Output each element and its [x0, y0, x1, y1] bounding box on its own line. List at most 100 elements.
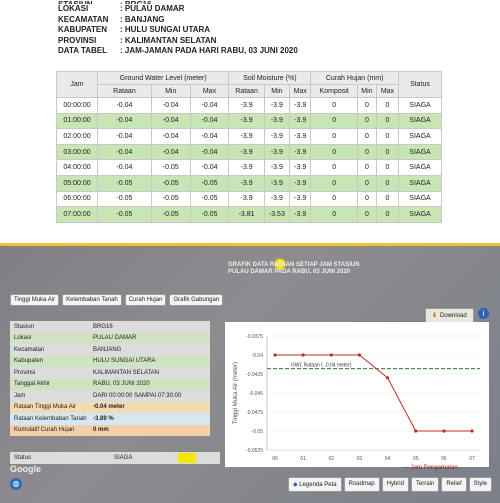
- data-point: [385, 376, 390, 380]
- table-cell: -3.9: [263, 159, 291, 176]
- table-cell: -0.05: [150, 174, 191, 192]
- info-icon[interactable]: i: [478, 308, 489, 319]
- table-cell: 0: [375, 206, 400, 223]
- sub-header: Min: [263, 84, 291, 98]
- detail-value: 0 mm: [93, 427, 109, 434]
- globe-icon[interactable]: ◍: [10, 478, 22, 490]
- table-cell: -3.9: [228, 97, 265, 114]
- plot-area: [225, 322, 489, 467]
- y-tick-label: -0.0475: [246, 410, 263, 416]
- table-cell: -0.04: [150, 97, 191, 114]
- map-legend-icon: ◆: [292, 482, 300, 488]
- detail-key: Stasiun: [14, 323, 35, 330]
- table-cell: SIAGA: [398, 206, 442, 223]
- download-icon: ⬇: [432, 313, 438, 319]
- info-value: : KALIMANTAN SELATAN: [120, 35, 217, 45]
- table-cell: -3.9: [289, 128, 312, 145]
- table-cell: 0: [356, 112, 377, 130]
- grafik-gabungan-button[interactable]: Grafik Gabungan: [169, 294, 224, 306]
- sub-header: Max: [375, 84, 400, 98]
- table-cell: 0: [375, 159, 400, 176]
- data-point: [470, 429, 474, 433]
- x-tick-label: 02: [329, 456, 335, 462]
- table-cell: 0: [375, 143, 400, 161]
- x-tick-label: 06: [441, 456, 447, 462]
- download-button[interactable]: ⬇ Download: [425, 308, 474, 323]
- detail-value: BANJANG: [93, 346, 122, 353]
- terrain-button[interactable]: Terrain: [410, 477, 440, 492]
- sub-header: Rataan: [97, 84, 152, 98]
- table-cell: -0.04: [97, 97, 152, 114]
- sub-header: Max: [289, 84, 312, 98]
- status-row: Status SIAGA: [10, 452, 220, 464]
- series-line: [275, 354, 472, 432]
- col-jam: Jam: [56, 71, 98, 98]
- detail-value: HULU SUNGAI UTARA: [93, 358, 156, 365]
- table-cell: -3.9: [263, 174, 291, 192]
- detail-value: BRG16: [93, 323, 113, 330]
- sub-header: Rataan: [228, 84, 265, 98]
- legenda-peta-button[interactable]: ◆ Legenda Peta: [287, 477, 342, 492]
- x-tick-label: 00: [272, 456, 278, 462]
- table-cell: -0.04: [97, 159, 152, 176]
- y-tick-label: -0.0425: [246, 372, 263, 378]
- table-cell: 0: [375, 112, 400, 130]
- roadmap-button[interactable]: Roadmap: [343, 477, 380, 492]
- info-row: DATA TABEL : JAM-JAMAN PADA HARI RABU, 0…: [58, 46, 298, 57]
- tinggi-muka-air-button[interactable]: Tinggi Muka Air: [10, 294, 60, 306]
- curah-hujan-button[interactable]: Curah Hujan: [124, 294, 167, 306]
- table-cell: -0.04: [189, 143, 230, 161]
- table-cell: 0: [356, 143, 377, 161]
- style-button[interactable]: Style: [468, 477, 492, 492]
- table-cell: SIAGA: [398, 190, 442, 208]
- x-tick-label: 07: [469, 456, 475, 462]
- legend-label: — Jam Pengamatan: [403, 465, 458, 471]
- table-cell: -3.9: [263, 112, 291, 130]
- detail-key: Kabupaten: [14, 358, 44, 365]
- info-value: : JAM-JAMAN PADA HARI RABU, 03 JUNI 2020: [120, 46, 298, 55]
- table-cell: -3.9: [289, 174, 312, 192]
- col-status: Status: [398, 71, 442, 98]
- info-value: : PULAU DAMAR: [120, 4, 185, 13]
- detail-value: -0.04 meter: [93, 404, 125, 411]
- kelembaban-tanah-button[interactable]: Kelembaban Tanah: [62, 294, 122, 306]
- info-key: KABUPATEN: [58, 25, 108, 34]
- detail-key: Tanggal Akhir: [14, 381, 51, 388]
- chart-type-buttons: Tinggi Muka Air Kelembaban Tanah Curah H…: [10, 294, 224, 306]
- table-cell: -0.05: [150, 159, 191, 176]
- sub-header: Min: [150, 84, 191, 98]
- info-row: LOKASI : PULAU DAMAR: [58, 4, 298, 15]
- detail-row: Stasiun BRG16: [10, 321, 210, 333]
- table-row: 05:00:00 -0.05 -0.05 -0.05 -3.9 -3.9 -3.9 0 0 0 SI…: [56, 174, 442, 192]
- detail-row: Rataan Tinggi Muka Air -0.04 meter: [10, 401, 210, 413]
- table-row: 07:00:00 -0.05 -0.05 -0.05 -3.81 -3.53 -3.9 0 0 0…: [56, 206, 442, 223]
- station-marker-icon[interactable]: [274, 258, 286, 270]
- relief-button[interactable]: Relief: [441, 477, 467, 492]
- info-row: KABUPATEN : HULU SUNGAI UTARA: [58, 25, 298, 36]
- table-cell: -3.81: [228, 206, 265, 223]
- station-info: STASIUN : BRG16 LOKASI : PULAU DAMAR KEC…: [58, 0, 298, 57]
- station-detail-box: Stasiun BRG16 Lokasi PULAU DAMAR Kecamatan BA…: [10, 321, 210, 436]
- table-cell: 0: [310, 97, 358, 114]
- detail-value: PULAU DAMAR: [93, 335, 137, 342]
- hybrid-button[interactable]: Hybrid: [381, 477, 409, 492]
- info-row-cut: STASIUN : BRG16: [58, 0, 298, 4]
- data-point: [301, 353, 305, 357]
- detail-row: Rataan Kelembaban Tanah -3.89 %: [10, 413, 210, 425]
- table-row: 04:00:00 -0.04 -0.05 -0.04 -3.9 -3.9 -3.9 0 0 0 SI…: [56, 159, 442, 176]
- table-cell: -3.9: [263, 190, 291, 208]
- table-cell: -0.05: [150, 190, 191, 208]
- table-cell: SIAGA: [398, 97, 442, 114]
- table-cell: 02:00:00: [56, 128, 98, 145]
- table-cell: 03:00:00: [56, 143, 98, 161]
- table-cell: -0.05: [97, 190, 152, 208]
- table-cell: SIAGA: [398, 143, 442, 161]
- table-cell: -3.9: [228, 128, 265, 145]
- table-cell: -3.9: [289, 112, 312, 130]
- table-cell: 06:00:00: [56, 190, 98, 208]
- table-cell: SIAGA: [398, 112, 442, 130]
- y-tick-label: -0.05: [252, 429, 264, 435]
- info-value: : BRG16: [120, 0, 152, 4]
- chart-title: GRAFIK DATA RATAAN SETIAP JAM STASIUN PU…: [228, 262, 360, 275]
- table-cell: -0.04: [97, 128, 152, 145]
